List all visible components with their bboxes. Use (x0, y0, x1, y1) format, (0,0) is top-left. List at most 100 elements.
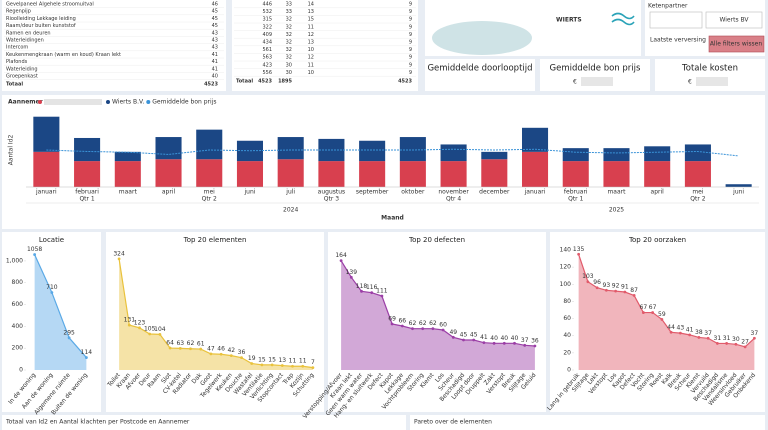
x-tick-label: juni (243, 189, 255, 196)
data-label: 47 (207, 345, 215, 352)
y-tick-label: 800 (12, 279, 24, 286)
data-label: 36 (238, 349, 246, 356)
marker (688, 333, 692, 337)
x-tick-label: februari (75, 189, 99, 196)
marker (301, 364, 305, 368)
x-tick-label: juli (285, 189, 295, 196)
bar (236, 140, 264, 162)
table-cell: 9 (409, 24, 412, 30)
data-label: 295 (63, 329, 75, 336)
x-tick-label: augustus (318, 189, 346, 196)
y-tick-label: 0 (19, 367, 23, 374)
dropdown[interactable] (649, 11, 703, 29)
data-label: 59 (658, 311, 666, 318)
marker (502, 341, 506, 345)
data-label: 19 (248, 355, 256, 362)
table-cell: Rioolleiding Lekkage leiding (6, 16, 76, 22)
data-label: 135 (573, 246, 585, 253)
y-tick-label: 40 (563, 332, 571, 339)
table-cell: 10 (308, 70, 314, 76)
data-label: 92 (612, 283, 620, 290)
bar (562, 161, 589, 187)
dropdown[interactable] (705, 11, 763, 29)
x-tick-label: mei (204, 189, 216, 196)
table-cell: 12 (308, 32, 314, 38)
y-tick-label: 0 (567, 367, 571, 374)
table-cell: 32 (286, 32, 292, 38)
marker (441, 328, 445, 332)
data-label: 64 (166, 340, 174, 347)
data-label: 131 (124, 317, 136, 324)
data-label: 38 (695, 329, 703, 336)
x-tick-label: november (438, 189, 469, 196)
bar (562, 148, 589, 162)
card-value: € (573, 79, 577, 86)
bar (74, 161, 101, 187)
line (34, 254, 87, 358)
marker (280, 364, 284, 367)
data-label: 31 (714, 335, 722, 342)
button-label[interactable]: Alle filters wissen (710, 41, 763, 48)
data-label: 63 (176, 340, 184, 347)
data-label: 36 (531, 338, 539, 345)
bar (725, 184, 752, 187)
table-cell: 43 (212, 30, 218, 36)
table-cell: 434 (262, 40, 272, 46)
bar (481, 151, 508, 160)
marker (743, 345, 747, 349)
bar (481, 159, 508, 187)
table-cell: 315 (262, 17, 272, 23)
table-cell: 9 (409, 32, 412, 38)
marker (641, 311, 645, 314)
data-label: 45 (460, 332, 468, 339)
chart-panel (328, 232, 546, 412)
marker (614, 289, 618, 293)
table-cell: 32 (286, 47, 292, 53)
table-cell: 43 (212, 45, 218, 51)
panel (410, 415, 765, 430)
marker (669, 330, 673, 334)
bar (155, 137, 182, 160)
data-label: 62 (409, 320, 417, 327)
line (118, 258, 313, 369)
data-label: 105 (144, 326, 156, 333)
data-label: 40 (500, 335, 508, 342)
card-title: Totale kosten (681, 64, 738, 74)
x-axis-title: Maand (381, 215, 404, 222)
data-label: 67 (649, 304, 657, 311)
chart-panel (106, 232, 324, 412)
chart-panel (2, 232, 101, 412)
table-cell: 423 (262, 62, 272, 68)
marker (67, 336, 71, 340)
bar (196, 159, 223, 187)
table-cell: 9 (409, 9, 412, 15)
table-cell: 15 (308, 17, 314, 23)
filter-value: Wierts BV (719, 17, 749, 24)
bar (318, 161, 345, 187)
data-label: 37 (704, 330, 712, 337)
table-panel (2, 0, 226, 91)
marker (492, 341, 496, 345)
marker (523, 343, 527, 347)
clear-filters-button[interactable] (708, 35, 765, 53)
marker (178, 347, 182, 350)
data-label: 46 (217, 346, 225, 353)
table-cell: 409 (262, 32, 272, 38)
x-tick-label: januari (35, 189, 57, 196)
marker (33, 253, 37, 256)
table-cell: 11 (308, 24, 314, 30)
table-cell: 11 (308, 62, 314, 68)
marker (472, 338, 476, 342)
panel (2, 415, 406, 430)
marker (431, 327, 435, 331)
table-cell: 43 (212, 38, 218, 44)
data-label: 41 (480, 334, 488, 341)
x-tick-label: december (479, 189, 510, 196)
data-label: 62 (419, 320, 427, 327)
blurred-image (432, 21, 532, 55)
data-label: 87 (630, 287, 638, 294)
bar (277, 159, 304, 187)
table-cell: 32 (286, 17, 292, 23)
table-cell: Ramen en deuren (6, 30, 51, 36)
